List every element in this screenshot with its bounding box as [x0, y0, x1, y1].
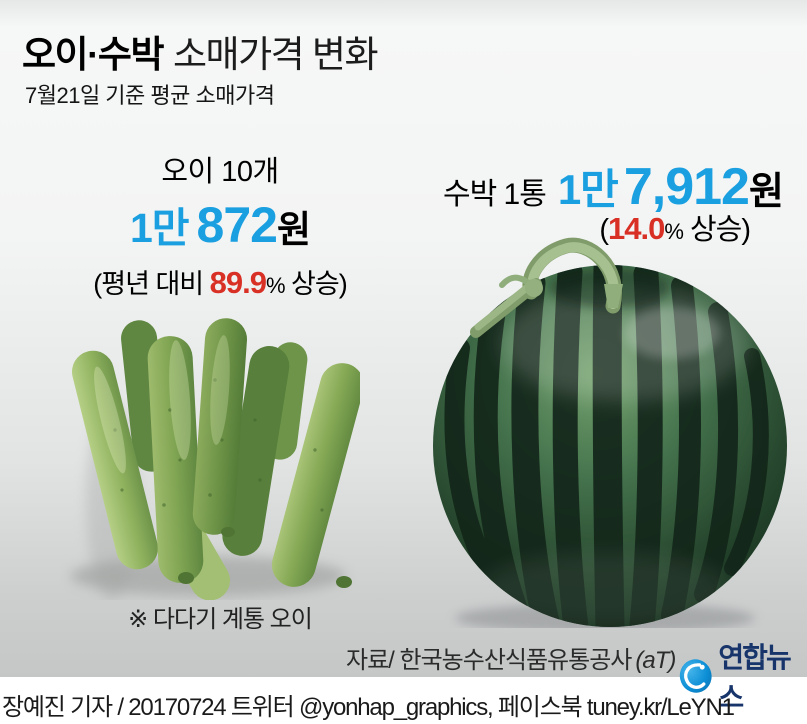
watermelon-price-won: 원: [748, 171, 784, 213]
watermelon-label: 수박 1통: [443, 178, 547, 211]
watermelon-photo: [433, 237, 787, 628]
yonhap-globe-icon: [679, 659, 712, 693]
watermelon-price-man: 1만: [557, 166, 619, 213]
cucumber-change-percent: 89.9: [209, 265, 267, 300]
cucumber-price-won: 원: [276, 209, 311, 250]
cucumber-note-prefix: (평년 대비: [93, 269, 210, 299]
cucumber-label: 오이 10개: [161, 156, 279, 188]
source-suffix: (aT): [635, 647, 676, 674]
cucumber-note-suffix: 상승): [284, 269, 348, 299]
page-title-rest: 소매가격 변화: [172, 34, 379, 75]
cucumber-caption: ※ 다다기 계통 오이: [128, 606, 313, 633]
watermelon-percent-sign: %: [664, 219, 684, 244]
cucumber-price-value: 872: [196, 197, 278, 253]
reporter-credit: 장예진 기자 / 20170724 트위터 @yonhap_graphics, …: [2, 694, 735, 721]
watermelon-price-value: 7,912: [623, 158, 750, 216]
page-subtitle: 7월21일 기준 평균 소매가격: [25, 83, 275, 108]
yonhap-logo-text: 연합뉴스: [718, 642, 791, 713]
source-credit: 자료/ 한국농수산식품유통공사 (aT): [346, 640, 676, 675]
page-title: 오이·수박 소매가격 변화: [22, 24, 379, 78]
cucumber-price: 1만 872원: [70, 194, 370, 254]
page-title-emphasis: 오이·수박: [22, 34, 164, 75]
cucumber-percent-sign: %: [265, 273, 286, 298]
watermelon-note-prefix: (: [599, 214, 609, 246]
yonhap-logo: 연합뉴스: [678, 636, 807, 716]
watermelon-change-note: (14.0% 상승): [455, 206, 751, 248]
watermelon-stem: [470, 237, 623, 338]
watermelon-price-line: 수박 1통 1만 7,912원: [443, 156, 784, 217]
watermelon-note-suffix: 상승): [682, 214, 751, 246]
watermelon-change-percent: 14.0: [608, 211, 665, 246]
source-label: 자료/ 한국농수산식품유통공사: [346, 647, 632, 674]
cucumber-price-man: 1만: [129, 205, 190, 251]
cucumbers-photo: [70, 318, 360, 600]
cucumber-section: 오이 10개 1만 872원 (평년 대비 89.9% 상승): [70, 148, 370, 301]
cucumber-change-note: (평년 대비 89.9% 상승): [70, 262, 370, 301]
